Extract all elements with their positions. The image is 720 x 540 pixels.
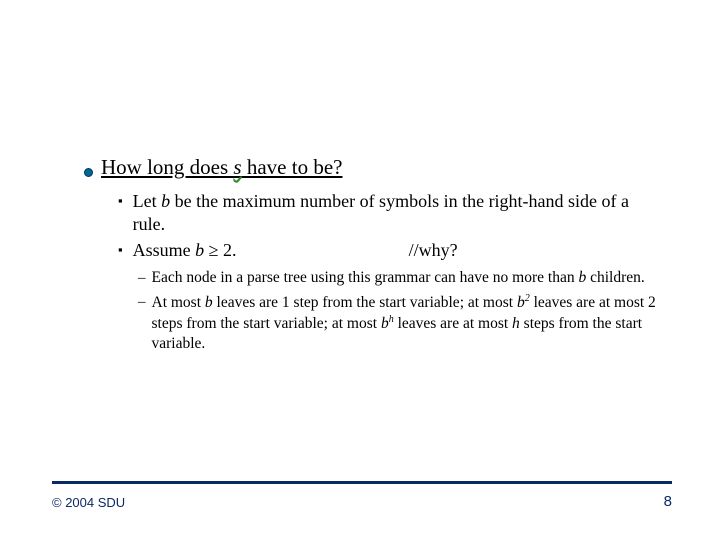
- t: Each node in a parse tree using this gra…: [152, 269, 579, 286]
- t: b: [161, 191, 170, 211]
- subsub-text: At most b leaves are 1 step from the sta…: [152, 292, 665, 355]
- footer-copyright: © 2004 SDU: [52, 495, 125, 510]
- t: Let: [133, 191, 162, 211]
- t: b: [205, 294, 213, 311]
- sub-item: ▪ Let b be the maximum number of symbols…: [118, 190, 664, 235]
- sub-list: ▪ Let b be the maximum number of symbols…: [118, 190, 664, 262]
- sub-item-text: Let b be the maximum number of symbols i…: [133, 190, 664, 235]
- dash-bullet-icon: –: [138, 268, 146, 288]
- t: be the maximum number of symbols in the …: [133, 191, 629, 234]
- t: leaves are 1 step from the start variabl…: [213, 294, 517, 311]
- sub-item-text: Assume b ≥ 2. //why?: [133, 239, 664, 262]
- slide-content: How long does s have to be? ▪ Let b be t…: [84, 155, 664, 358]
- footer-page-number: 8: [664, 493, 672, 510]
- main-heading: How long does s have to be?: [101, 155, 342, 180]
- heading-prefix: How long does: [101, 155, 233, 179]
- t: children.: [586, 269, 645, 286]
- t: At most: [152, 294, 205, 311]
- subsub-item: – Each node in a parse tree using this g…: [138, 268, 664, 288]
- main-bullet-row: How long does s have to be?: [84, 155, 664, 180]
- heading-var: s: [233, 155, 241, 179]
- t: Assume: [133, 240, 196, 260]
- why-comment: //why?: [409, 239, 458, 262]
- t: ≥ 2.: [204, 240, 236, 260]
- sub-item: ▪ Assume b ≥ 2. //why?: [118, 239, 664, 262]
- dot-bullet-icon: [84, 168, 93, 177]
- dash-bullet-icon: –: [138, 292, 146, 312]
- square-bullet-icon: ▪: [118, 239, 123, 261]
- footer-divider: [52, 481, 672, 484]
- t: leaves are at most: [394, 315, 512, 332]
- subsub-item: – At most b leaves are 1 step from the s…: [138, 292, 664, 355]
- subsub-text: Each node in a parse tree using this gra…: [152, 268, 645, 288]
- subsub-list: – Each node in a parse tree using this g…: [138, 268, 664, 355]
- assume-left: Assume b ≥ 2.: [133, 239, 409, 262]
- t: b: [517, 294, 525, 311]
- t: b: [195, 240, 204, 260]
- t: h: [512, 315, 520, 332]
- heading-suffix: have to be?: [242, 155, 343, 179]
- square-bullet-icon: ▪: [118, 190, 123, 212]
- t: b: [381, 315, 389, 332]
